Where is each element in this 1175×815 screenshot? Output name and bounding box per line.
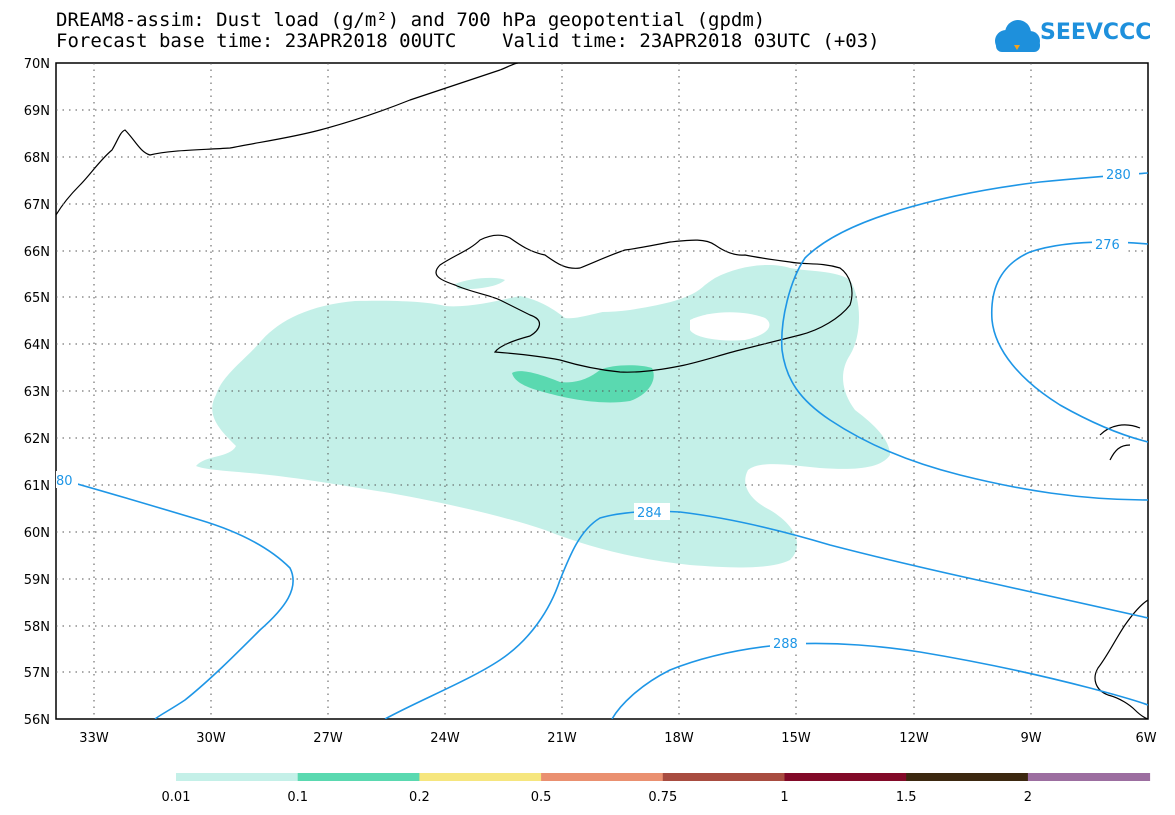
contour-label-280: 280 [1106,168,1131,183]
lat-label: 61N [24,479,50,494]
contour-label-288: 288 [773,637,798,652]
lat-label: 64N [24,338,50,353]
lon-label: 30W [196,731,226,746]
lat-label: 70N [24,57,50,72]
lat-label: 62N [24,432,50,447]
legend-label: 0.1 [287,790,308,805]
lat-label: 60N [24,526,50,541]
contour-label-276: 276 [1095,238,1120,253]
legend-swatch [176,773,299,781]
legend-label: 2 [1024,790,1032,805]
map-subtitle: Forecast base time: 23APR2018 00UTC Vali… [56,30,880,52]
legend-swatch [1027,773,1151,781]
coastline-greenland [56,63,519,216]
lat-label: 57N [24,666,50,681]
legend-swatch [784,773,907,781]
lon-label: 9W [1020,731,1041,746]
lon-label: 24W [430,731,460,746]
contour-label-80: 80 [56,474,73,489]
contour-276 [990,241,1148,443]
dust-region-0.01-northwest [455,277,505,290]
lat-label: 67N [24,198,50,213]
lat-label: 66N [24,245,50,260]
lat-label: 68N [24,151,50,166]
contour-288 [611,642,1148,719]
lon-label: 12W [899,731,929,746]
lat-label: 58N [24,620,50,635]
contour-label-284: 284 [637,506,662,521]
cloud-icon [995,20,1040,52]
dust-region-0.1 [512,365,654,403]
contour-280-east [780,172,1148,501]
legend-swatch [541,773,664,781]
lon-label: 15W [781,731,811,746]
contour-284 [384,510,1148,719]
legend-label: 1.5 [896,790,917,805]
map-title: DREAM8-assim: Dust load (g/m²) and 700 h… [56,9,766,31]
legend-label: 0.5 [531,790,552,805]
coastline-iceland [435,234,853,373]
lat-label: 63N [24,385,50,400]
dust-hole-iceland-east [690,312,770,341]
legend-swatch [662,773,785,781]
dust-region-0.01 [196,265,890,568]
lat-label: 65N [24,291,50,306]
lon-label: 18W [664,731,694,746]
legend-label: 1 [780,790,788,805]
lon-label: 6W [1135,731,1156,746]
legend-label: 0.75 [648,790,677,805]
legend-label: 0.2 [409,790,430,805]
coastline-scotland [1094,599,1148,719]
lon-label: 33W [79,731,109,746]
lat-label: 56N [24,713,50,728]
dust-hole-iceland-north [565,261,723,313]
lat-label: 69N [24,104,50,119]
legend-swatch [419,773,542,781]
legend-swatch [297,773,420,781]
coastline-faroe-shetland [1099,424,1141,461]
contour-280-west [56,477,294,719]
logo-text: SEEVCCC [1040,20,1152,45]
lon-label: 27W [313,731,343,746]
legend-label: 0.01 [162,790,191,805]
lon-label: 21W [547,731,577,746]
lat-label: 59N [24,573,50,588]
legend-swatch [906,773,1029,781]
dust-load-map: 280 276 284 288 80 70N 69N 68N 67N 66N 6… [24,57,1157,746]
